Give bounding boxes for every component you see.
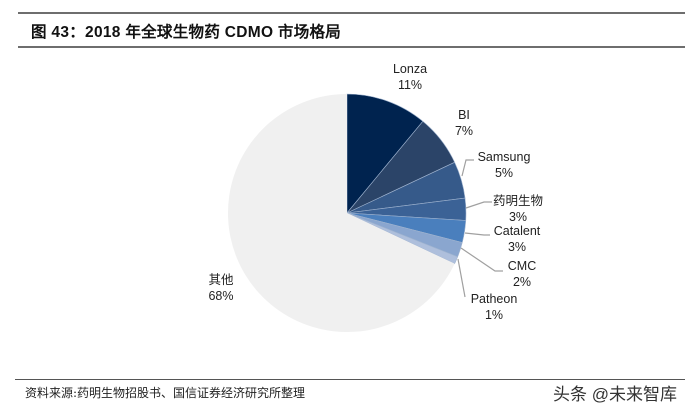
leader-line <box>461 159 474 177</box>
slice-label-percent: 1% <box>485 308 503 322</box>
slice-label-percent: 3% <box>509 210 527 224</box>
leader-line <box>464 232 490 236</box>
slice-label-percent: 11% <box>398 78 422 92</box>
leader-line <box>457 258 466 298</box>
leader-line <box>465 201 492 209</box>
watermark: 头条 @未来智库 <box>553 385 677 404</box>
title-bottom-rule <box>18 46 685 48</box>
footer-rule <box>15 379 685 380</box>
slice-label-name: 药明生物 <box>493 194 543 208</box>
slice-label-name: Patheon <box>471 292 518 306</box>
slice-label-name: CMC <box>508 259 536 273</box>
pie-slices <box>227 93 467 332</box>
slice-label-name: BI <box>458 108 470 122</box>
leader-lines <box>457 159 503 298</box>
slice-label-name: Lonza <box>393 62 427 76</box>
slice-label-percent: 68% <box>208 289 233 303</box>
slice-label-percent: 2% <box>513 275 531 289</box>
slice-label-name: Catalent <box>494 224 541 238</box>
slice-label-name: 其他 <box>208 273 234 287</box>
leader-line <box>460 247 503 272</box>
figure-title: 图 43：2018 年全球生物药 CDMO 市场格局 <box>31 24 342 41</box>
slice-label-percent: 5% <box>495 166 513 180</box>
pie-slice-其他 <box>227 93 455 332</box>
slice-label-name: Samsung <box>478 150 531 164</box>
slice-label-percent: 7% <box>455 124 473 138</box>
slice-label-percent: 3% <box>508 240 526 254</box>
source-note: 资料来源:药明生物招股书、国信证券经济研究所整理 <box>25 386 306 400</box>
title-top-rule <box>18 12 685 14</box>
slice-labels: Lonza11%BI7%Samsung5%药明生物3%Catalent3%CMC… <box>208 62 543 322</box>
pie-slice-Patheon <box>346 212 459 265</box>
pie-slice-Lonza <box>346 93 424 214</box>
